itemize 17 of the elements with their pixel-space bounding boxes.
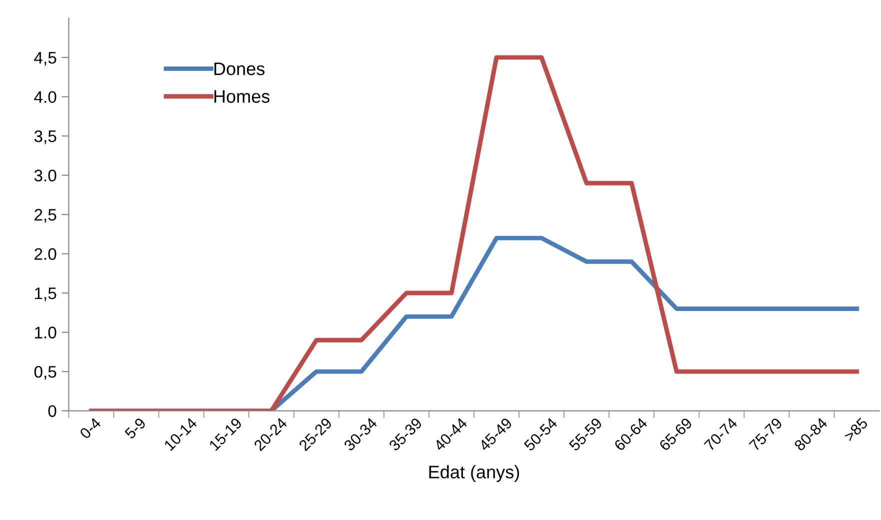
legend-label: Homes bbox=[214, 90, 270, 103]
y-tick-label: 4.0 bbox=[34, 91, 56, 103]
y-tick-label: 3,5 bbox=[34, 130, 56, 144]
legend-label: Dones bbox=[214, 62, 265, 76]
y-tick-label: 3.0 bbox=[34, 170, 56, 182]
x-tick-label: 0-4 bbox=[79, 416, 102, 440]
y-tick-label: 2,5 bbox=[34, 208, 56, 223]
line-series bbox=[89, 55, 859, 411]
y-tick-label: 1,5 bbox=[35, 288, 56, 302]
x-tick-label: >85 bbox=[843, 417, 868, 442]
y-tick-label: 4,5 bbox=[34, 52, 56, 66]
y-tick-label: 2.0 bbox=[34, 248, 56, 260]
y-tick-label: 0,5 bbox=[34, 366, 56, 380]
y-tick-label: 1.0 bbox=[35, 326, 56, 338]
y-tick-label: 0 bbox=[48, 405, 56, 418]
x-tick-label: 5-9 bbox=[124, 417, 146, 440]
x-axis-title: Edat (anys) bbox=[429, 465, 520, 482]
